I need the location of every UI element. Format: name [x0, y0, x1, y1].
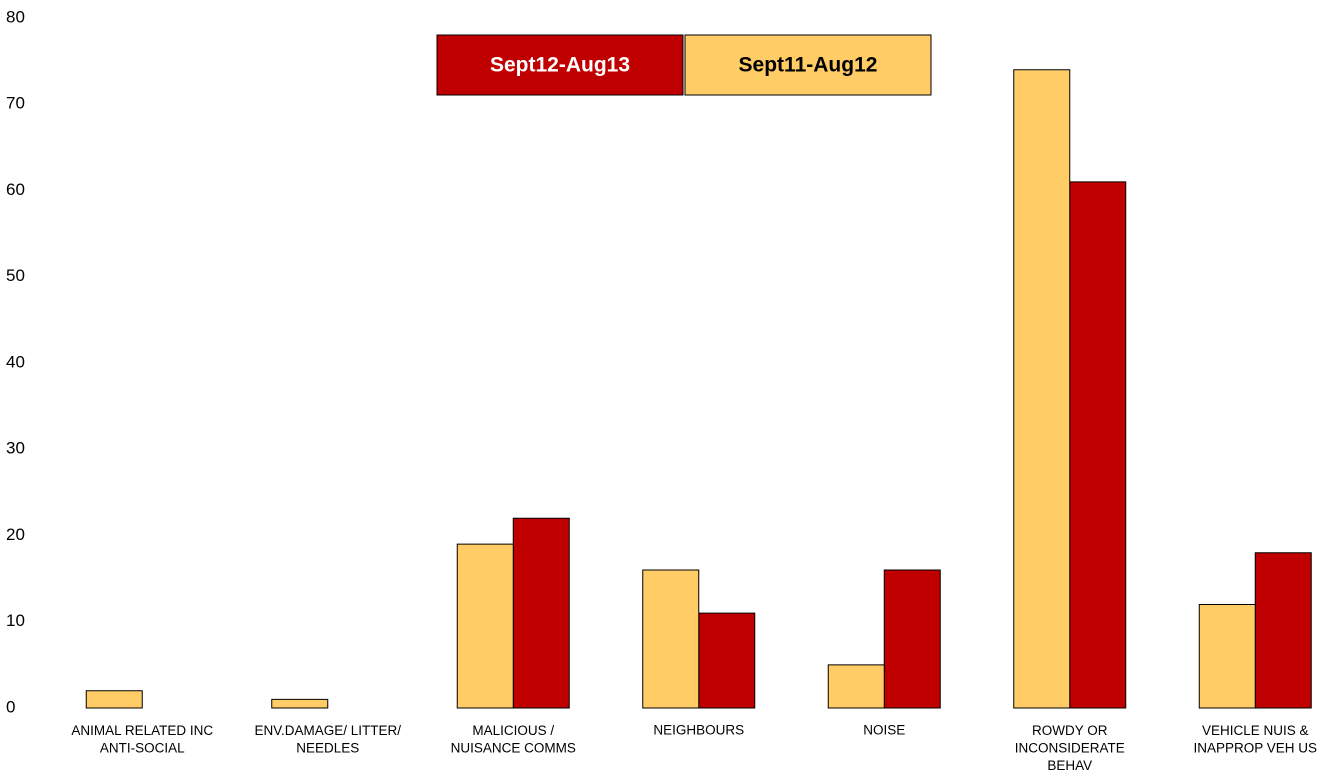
y-tick-label: 80	[6, 7, 25, 26]
x-tick-label: NOISE	[863, 723, 905, 738]
bar	[827, 664, 885, 709]
y-tick-label: 30	[6, 439, 25, 458]
legend-label: Sept12-Aug13	[490, 54, 630, 77]
x-tick-label: NEIGHBOURS	[653, 723, 744, 738]
bar	[512, 517, 570, 709]
bar	[642, 569, 700, 709]
bar	[456, 543, 514, 709]
bar	[698, 612, 756, 709]
bar	[85, 690, 143, 709]
bar	[1198, 604, 1256, 709]
y-tick-label: 60	[6, 180, 25, 199]
bar	[1013, 69, 1071, 709]
y-tick-label: 40	[6, 352, 25, 371]
bar	[1254, 552, 1312, 709]
legend-swatch	[684, 34, 932, 96]
y-tick-label: 10	[6, 611, 25, 630]
bar	[883, 569, 941, 709]
x-tick-label: VEHICLE NUIS & INAPPROP VEH US	[1193, 723, 1317, 756]
y-tick-label: 50	[6, 266, 25, 285]
bar	[1069, 181, 1127, 709]
x-tick-label: MALICIOUS / NUISANCE COMMS	[451, 723, 576, 756]
legend-label: Sept11-Aug12	[739, 54, 878, 77]
bar	[271, 698, 329, 709]
x-tick-label: ANIMAL RELATED INC ANTI-SOCIAL	[71, 723, 213, 756]
x-tick-label: ENV.DAMAGE/ LITTER/NEEDLES	[254, 723, 401, 756]
legend-swatch	[436, 34, 684, 96]
x-tick-label: ROWDY OR INCONSIDERATE BEHAV	[1015, 723, 1125, 773]
y-tick-label: 0	[6, 697, 15, 716]
y-tick-label: 70	[6, 94, 25, 113]
y-tick-label: 20	[6, 525, 25, 544]
